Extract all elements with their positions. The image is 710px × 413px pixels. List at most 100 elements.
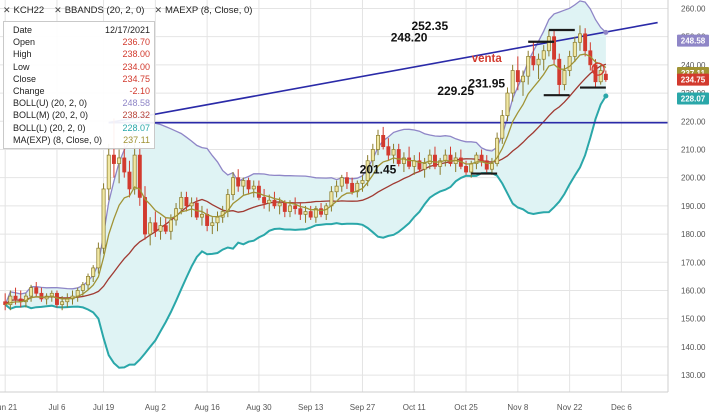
- candle-body: [277, 202, 282, 207]
- x-tick-label: Nov 8: [507, 403, 528, 412]
- candle-body: [168, 219, 173, 232]
- candle-body: [376, 135, 380, 150]
- candle-body: [433, 154, 437, 167]
- close-icon[interactable]: ✕: [154, 4, 162, 15]
- candle-body: [552, 36, 557, 60]
- y-tick-label: 180.00: [681, 230, 706, 239]
- info-label: Change: [13, 86, 45, 97]
- candle-body: [288, 205, 292, 212]
- candle-body: [96, 247, 101, 269]
- y-tick-label: 190.00: [681, 202, 706, 211]
- x-tick-label: Oct 11: [403, 403, 427, 412]
- candle-body: [365, 160, 370, 181]
- candle-body: [158, 225, 163, 232]
- candle-body: [598, 70, 603, 83]
- info-row: Change -2.10: [4, 85, 154, 97]
- y-tick-label: 240.00: [681, 61, 706, 70]
- y-tick-label: 170.00: [681, 258, 706, 267]
- candle-body: [174, 208, 179, 221]
- lower-band-dot: [603, 93, 609, 99]
- indicator-toolbar: ✕ KCH22 ✕ BBANDS (20, 2, 0) ✕ MAEXP (8, …: [3, 3, 252, 17]
- candle-body: [360, 180, 365, 184]
- candle-body: [578, 33, 582, 43]
- info-label: MA(EXP) (8, Close, 0): [13, 134, 103, 145]
- info-label: Close: [13, 73, 37, 84]
- x-tick-label: Aug 16: [194, 403, 220, 412]
- candle-body: [137, 154, 142, 198]
- ema-line: [4, 53, 607, 306]
- candle-body: [401, 157, 406, 164]
- candle-body: [34, 287, 39, 294]
- candle-body: [500, 115, 505, 139]
- candle-body: [546, 36, 551, 52]
- maexp-chip[interactable]: ✕ MAEXP (8, Close, 0): [154, 3, 252, 17]
- candle-body: [86, 276, 90, 286]
- candle-body: [438, 160, 443, 167]
- candle-body: [313, 208, 318, 218]
- candle-body: [262, 197, 267, 204]
- info-value: 228.07: [122, 122, 150, 133]
- candle-body: [541, 50, 546, 60]
- candle-body: [179, 197, 184, 210]
- candle-body: [407, 157, 412, 167]
- candle-body: [427, 154, 432, 164]
- candle-body: [101, 188, 106, 249]
- candle-body: [117, 157, 122, 164]
- candle-body: [515, 70, 520, 83]
- x-tick-label: Sep 13: [298, 403, 324, 412]
- price-tag: 228.07: [677, 92, 709, 105]
- price-tag-box: [677, 34, 709, 47]
- candle-body: [298, 208, 303, 215]
- candle-body: [148, 222, 153, 235]
- y-tick-label: 210.00: [681, 145, 706, 154]
- annotation-label: 201.45: [360, 163, 397, 177]
- candle-body: [334, 185, 339, 193]
- info-value: 12/17/2021: [104, 25, 150, 35]
- x-tick-label: Jul 6: [49, 403, 66, 412]
- info-label: BOLL(L) (20, 2, 0): [13, 122, 86, 133]
- candle-body: [531, 56, 536, 66]
- price-tag-label: 234.75: [681, 76, 706, 85]
- close-icon[interactable]: ✕: [3, 4, 11, 15]
- candle-body: [536, 58, 541, 66]
- candle-body: [215, 216, 220, 224]
- y-tick-label: 260.00: [681, 4, 706, 13]
- candle-body: [391, 149, 396, 156]
- candle-body: [567, 56, 572, 71]
- candle-body: [272, 199, 277, 207]
- close-icon[interactable]: ✕: [54, 4, 62, 15]
- candle-body: [236, 177, 241, 187]
- info-value: 237.11: [123, 134, 150, 145]
- annotation-label: 231.95: [468, 77, 505, 91]
- info-label: Date: [13, 25, 33, 35]
- candle-body: [60, 301, 65, 305]
- candle-body: [526, 56, 531, 77]
- candle-body: [122, 157, 127, 173]
- candle-body: [370, 149, 375, 162]
- maexp-label: MAEXP (8, Close, 0): [165, 4, 253, 16]
- bollinger-band-fill: [5, 0, 606, 368]
- info-value: 234.75: [122, 73, 150, 84]
- y-tick-label: 200.00: [681, 174, 706, 183]
- candle-body: [132, 154, 137, 190]
- candle-body: [127, 171, 132, 190]
- x-tick-label: Aug 2: [145, 403, 166, 412]
- y-tick-label: 130.00: [681, 371, 706, 380]
- candle-body: [205, 213, 210, 226]
- x-tick-label: Jun 21: [0, 403, 18, 412]
- info-label: BOLL(U) (20, 2, 0): [13, 98, 88, 109]
- candle-body: [479, 154, 484, 162]
- info-value: 234.00: [122, 61, 150, 72]
- x-tick-label: Dec 6: [611, 403, 632, 412]
- candle-body: [329, 191, 334, 207]
- symbol-chip[interactable]: ✕ KCH22: [3, 3, 44, 17]
- candle-body: [319, 208, 324, 215]
- candle-body: [355, 182, 360, 193]
- bbands-chip[interactable]: ✕ BBANDS (20, 2, 0): [54, 3, 144, 17]
- y-tick-label: 220.00: [681, 117, 706, 126]
- candle-body: [303, 211, 308, 215]
- candle-body: [505, 92, 510, 116]
- candle-body: [55, 292, 59, 305]
